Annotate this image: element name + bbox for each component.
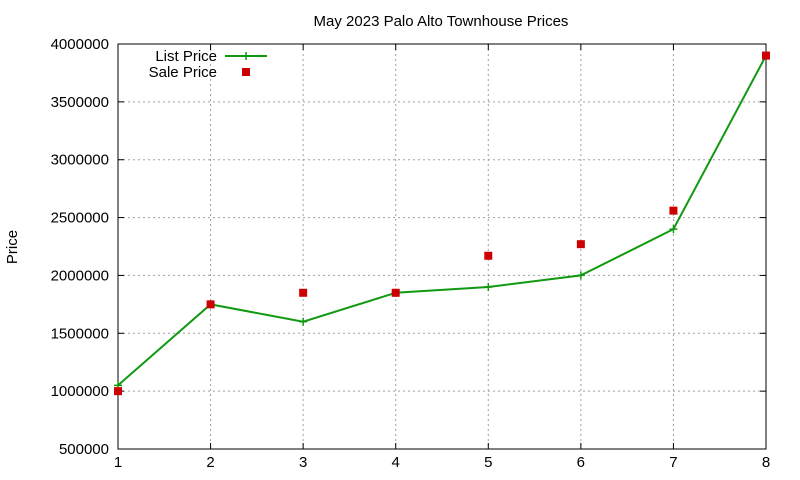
legend-marker-list-price bbox=[242, 52, 250, 60]
axis-ticks: 1 2 3 4 5 6 7 8 500000 1000000 1500000 2000000 25000… bbox=[51, 36, 771, 471]
series-layer bbox=[114, 51, 770, 396]
x-tick-label: 3 bbox=[299, 454, 307, 471]
list-price-point bbox=[576, 271, 585, 280]
x-tick-label: 4 bbox=[392, 454, 400, 471]
list-price-point bbox=[669, 225, 678, 234]
x-tick-label: 8 bbox=[762, 454, 770, 471]
x-tick-label: 2 bbox=[206, 454, 214, 471]
series-line-list-price bbox=[117, 55, 767, 387]
y-tick-label: 3500000 bbox=[51, 94, 109, 111]
x-tick-label: 7 bbox=[669, 454, 677, 471]
y-tick-label: 4000000 bbox=[51, 36, 109, 53]
list-price-point bbox=[299, 317, 308, 326]
y-axis-label: Price bbox=[4, 230, 21, 264]
plot-frame bbox=[117, 43, 767, 450]
y-tick-label: 3000000 bbox=[51, 152, 109, 169]
y-tick-label: 1000000 bbox=[51, 383, 109, 400]
y-tick-label: 2000000 bbox=[51, 267, 109, 284]
sale-price-point bbox=[114, 387, 122, 396]
sale-price-point bbox=[391, 288, 400, 297]
sale-price-point bbox=[299, 288, 308, 297]
sale-price-point bbox=[206, 300, 215, 309]
sale-price-point bbox=[669, 206, 678, 215]
y-tick-label: 1500000 bbox=[51, 325, 109, 342]
y-tick-label: 500000 bbox=[59, 441, 109, 458]
sale-price-point bbox=[576, 240, 585, 249]
sale-price-point bbox=[484, 251, 493, 260]
chart-title: May 2023 Palo Alto Townhouse Prices bbox=[314, 13, 569, 30]
sale-price-point bbox=[762, 51, 770, 60]
legend-marker-sale-price bbox=[242, 68, 250, 76]
list-price-point bbox=[484, 283, 493, 291]
grid-lines bbox=[118, 44, 766, 449]
x-tick-label: 5 bbox=[484, 454, 492, 471]
x-tick-label: 1 bbox=[114, 454, 122, 471]
legend-label: Sale Price bbox=[149, 64, 217, 81]
x-tick-label: 6 bbox=[577, 454, 585, 471]
y-tick-label: 2500000 bbox=[51, 210, 109, 227]
legend-label: List Price bbox=[155, 48, 217, 65]
